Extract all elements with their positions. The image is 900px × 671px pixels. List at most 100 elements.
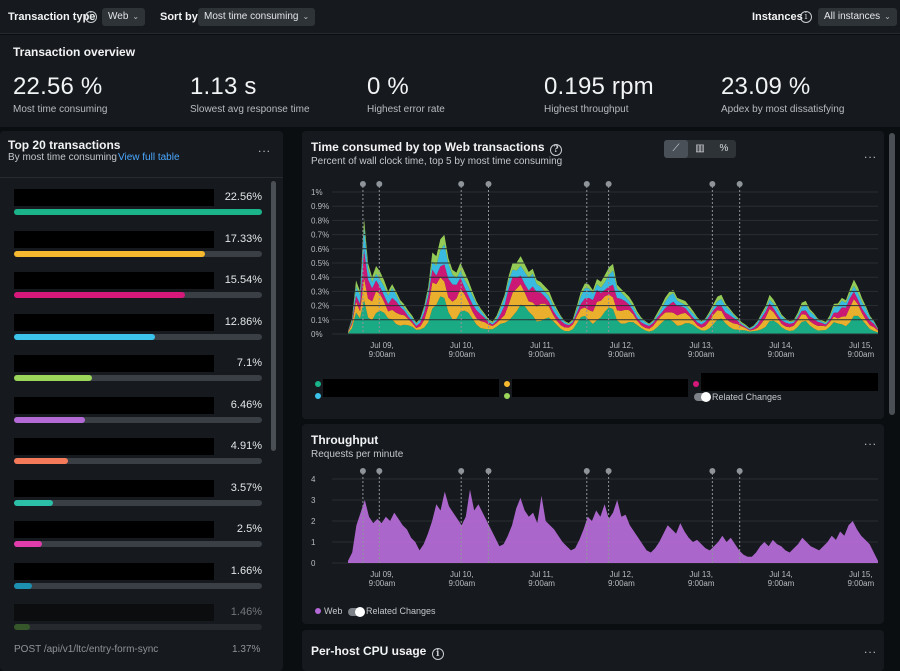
metric-throughput: 0.195 rpm Highest throughput [544,73,654,115]
x-tick-label: 9:00am [369,350,396,359]
transaction-percent: 15.54% [224,274,262,286]
progress-track [14,499,262,506]
transaction-percent: 12.86% [224,315,262,328]
x-tick-label: 9:00am [528,350,555,359]
y-tick-label: 0.5% [311,259,329,268]
progress-fill [14,582,33,589]
transaction-row[interactable]: 22.56% [12,187,264,229]
progress-fill [14,458,69,464]
transaction-percent: 4.91% [230,440,262,452]
y-tick-label: 0.6% [311,245,329,254]
cpu-usage-panel: Per-host CPU usage i ... [302,630,884,671]
transaction-name-redacted[interactable] [14,479,214,497]
progress-track [14,541,262,547]
transaction-name-redacted[interactable] [14,313,214,331]
transaction-row[interactable]: 6.46% [12,395,264,437]
change-marker [376,468,383,474]
help-icon[interactable]: ? [549,144,562,156]
transaction-row[interactable]: 3.57% [12,478,264,520]
legend-item[interactable] [512,379,688,397]
x-tick-label: 9:00am [608,350,635,359]
x-tick-label: Jul 14, [769,341,793,350]
panel-title: Throughput [311,433,379,447]
legend-item[interactable] [323,379,499,397]
legend-item[interactable] [701,373,878,391]
transaction-name-redacted[interactable] [14,604,214,621]
metric-label: Most time consuming [13,104,108,115]
transaction-name-redacted[interactable] [14,438,214,455]
x-tick-label: 9:00am [847,579,874,588]
x-tick-label: Jul 09, [370,341,394,350]
progress-fill [14,499,54,506]
more-options-icon[interactable]: ... [864,434,878,448]
y-tick-label: 0.1% [311,316,329,325]
progress-fill [14,333,156,340]
transaction-row[interactable]: 17.33% [12,229,264,271]
metric-value: 1.13 s [190,73,257,100]
metric-value: 23.09 % [721,73,811,100]
transaction-name-redacted[interactable] [14,189,214,206]
x-tick-label: Jul 15, [849,570,873,579]
metric-slowest-response: 1.13 s Slowest avg response time [190,73,310,115]
panel-title: Per-host CPU usage i [311,644,444,660]
metric-label: Highest error rate [367,104,445,115]
transaction-name-redacted[interactable] [14,521,214,538]
instances-value: All instances [824,11,881,22]
more-options-icon[interactable]: ... [258,141,272,155]
y-tick-label: 0.8% [311,216,329,225]
transaction-name-redacted[interactable] [14,272,214,289]
transaction-name-redacted[interactable] [14,562,214,580]
metric-label: Slowest avg response time [190,104,310,115]
y-tick-label: 1% [311,188,323,197]
x-tick-label: Jul 09, [370,570,394,579]
instances-dropdown[interactable]: All instances ⌄ [818,8,897,26]
related-changes-toggle[interactable] [694,392,711,402]
sort-by-dropdown[interactable]: Most time consuming ⌄ [198,8,316,26]
transaction-percent: 1.66% [230,564,262,577]
change-marker [709,181,716,187]
y-tick-label: 0.3% [311,287,329,296]
y-tick-label: 0.7% [311,231,329,240]
change-marker [359,181,366,187]
transaction-percent: 2.5% [236,523,262,535]
more-options-icon[interactable]: ... [864,642,878,656]
transaction-row[interactable]: 7.1% [12,353,264,395]
transaction-row[interactable]: 1.66% [12,561,264,603]
more-options-icon[interactable]: ... [864,147,878,161]
scrollbar[interactable] [889,133,895,415]
transaction-row[interactable]: 12.86% [12,312,264,354]
legend-label[interactable]: Web [324,606,343,616]
info-icon[interactable]: i [800,11,812,23]
transaction-type-dropdown[interactable]: Web ⌄ [102,8,146,26]
info-icon[interactable]: i [85,11,97,23]
bar-chart-icon[interactable]: ▥ [695,143,705,154]
progress-track [14,292,262,298]
sort-by-value: Most time consuming [204,11,299,22]
metric-most-time-consuming: 22.56 % Most time consuming [13,73,107,115]
percent-icon[interactable]: % [719,143,729,154]
transaction-row[interactable]: 15.54% [12,270,264,312]
transaction-name-redacted[interactable] [14,396,214,414]
transaction-name-redacted[interactable] [14,230,214,248]
scrollbar[interactable] [271,181,276,451]
transaction-name[interactable]: POST /api/v1/ltc/entry-form-sync [14,644,159,655]
transaction-percent: 22.56% [224,191,262,203]
view-full-table-link[interactable]: View full table [118,152,180,163]
change-marker [736,468,743,474]
instances-label: Instances [752,11,803,23]
related-changes-toggle[interactable] [348,607,365,617]
change-marker [605,468,612,474]
chevron-down-icon: ⌄ [884,12,891,21]
panel-subtitle: By most time consuming [8,152,117,163]
area-chart-icon[interactable]: ⟋ [664,140,688,158]
legend-dot [315,381,321,387]
transaction-row[interactable]: 1.46% [12,602,264,644]
transaction-row[interactable]: 4.91% [12,436,264,478]
transaction-name-redacted[interactable] [14,355,214,372]
change-marker [458,468,465,474]
change-marker [359,468,366,474]
series-area [348,489,878,563]
metric-value: 0.195 rpm [544,73,654,100]
transaction-row[interactable]: 2.5% [12,519,264,561]
info-icon[interactable]: i [431,648,444,660]
